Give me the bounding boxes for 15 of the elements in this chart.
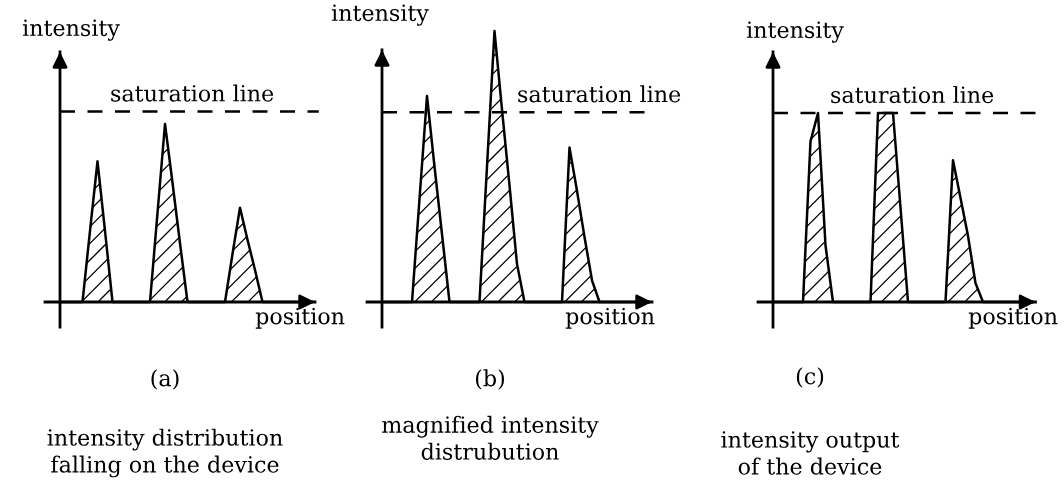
x-axis-title: position (968, 307, 1058, 329)
x-axis-title: position (565, 307, 655, 329)
text: (a) (151, 369, 179, 390)
text: (b) (475, 369, 505, 390)
y-axis-title: intensity (22, 19, 120, 41)
ref-line-label: saturation line (518, 85, 681, 103)
ref-line-label: saturation line (111, 84, 274, 102)
text: intensity output of the device (721, 431, 900, 475)
y-axis-title: intensity (746, 21, 844, 43)
x-axis-title: position (255, 307, 345, 329)
text: (c) (796, 367, 824, 388)
text: intensity distribution falling on the device (47, 428, 283, 478)
y-axis-title: intensity (331, 4, 429, 26)
text: magnified intensity distrubution (382, 415, 599, 460)
ref-line-label: saturation line (831, 85, 994, 104)
